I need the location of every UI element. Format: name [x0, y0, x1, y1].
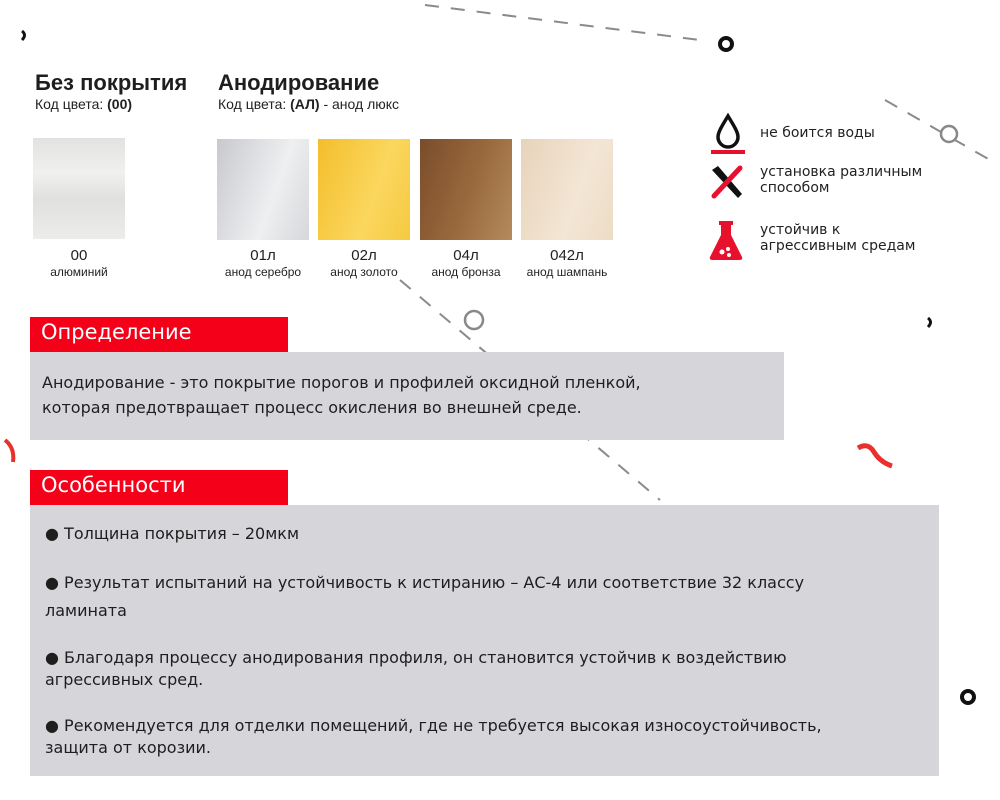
swatch-aluminium — [33, 138, 125, 239]
spec-line: ● Благодаря процессу анодирования профил… — [45, 648, 787, 667]
spec-line: ● Результат испытаний на устойчивость к … — [45, 573, 805, 592]
definition-panel: Анодирование - это покрытие порогов и пр… — [30, 352, 784, 440]
code-value: (АЛ) — [290, 96, 320, 112]
specs-panel: ● Толщина покрытия – 20мкм ● Результат и… — [30, 505, 939, 776]
swatch-gold — [318, 139, 410, 240]
spec-line: агрессивных сред. — [45, 670, 204, 689]
swatch-champagne — [521, 139, 613, 240]
swatch-code: 04л — [453, 247, 479, 264]
spec-line: ● Рекомендуется для отделки помещений, г… — [45, 716, 822, 735]
anodized-title: Анодирование — [218, 70, 380, 95]
feature-line: установка различным — [760, 164, 923, 180]
spec-line: ● Толщина покрытия – 20мкм — [45, 524, 300, 543]
code-value: (00) — [107, 96, 133, 112]
definition-line: которая предотвращает процесс окисления … — [42, 398, 582, 417]
swatch-name: анод золото — [330, 265, 398, 279]
swatch-bronze — [420, 139, 512, 240]
swatch-silver — [217, 139, 309, 240]
code-label: Код цвета: — [218, 96, 287, 112]
spec-bullet: ● Благодаря процессу анодирования профил… — [45, 647, 945, 691]
anodized-color-code: Код цвета: (АЛ) - анод люкс — [218, 96, 399, 112]
specs-heading: Особенности — [30, 470, 288, 505]
definition-heading: Определение — [30, 317, 288, 352]
code-suffix: - анод люкс — [319, 96, 400, 112]
spec-bullet: ● Рекомендуется для отделки помещений, г… — [45, 715, 945, 759]
swatch-code: 00 — [70, 247, 88, 264]
swatch-code: 042л — [550, 247, 584, 264]
definition-line: Анодирование - это покрытие порогов и пр… — [42, 373, 641, 392]
feature-water: не боится воды — [760, 125, 875, 141]
swatch-code: 01л — [250, 247, 276, 264]
spec-bullet: ● Толщина покрытия – 20мкм — [45, 521, 945, 546]
uncoated-title: Без покрытия — [35, 70, 188, 95]
swatch-name: алюминий — [50, 265, 108, 279]
water-drop-icon — [711, 112, 745, 154]
spec-line: ламината — [45, 601, 127, 620]
feature-line: способом — [760, 180, 830, 196]
flask-icon — [709, 221, 743, 260]
tools-icon — [711, 165, 743, 199]
uncoated-color-code: Код цвета: (00) — [35, 96, 132, 112]
swatch-name: анод шампань — [526, 265, 608, 279]
swatch-code: 02л — [351, 247, 377, 264]
feature-installation: установка различным способом — [760, 164, 922, 196]
swatch-name: анод серебро — [224, 265, 302, 279]
definition-text: Анодирование - это покрытие порогов и пр… — [42, 370, 641, 420]
feature-line: устойчив к — [760, 222, 841, 238]
swatch-name: анод бронза — [431, 265, 501, 279]
code-label: Код цвета: — [35, 96, 104, 112]
spec-bullet: ● Результат испытаний на устойчивость к … — [45, 569, 945, 625]
spec-line: защита от корозии. — [45, 738, 211, 757]
feature-resistant: устойчив к агрессивным средам — [760, 222, 915, 254]
feature-line: агрессивным средам — [760, 238, 916, 254]
